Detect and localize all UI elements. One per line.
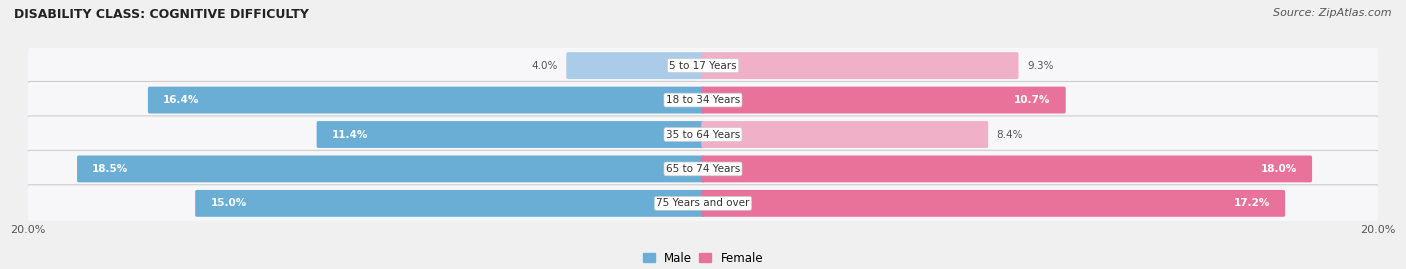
FancyBboxPatch shape (702, 155, 1312, 182)
FancyBboxPatch shape (27, 47, 1379, 84)
Text: 8.4%: 8.4% (997, 129, 1024, 140)
Text: 4.0%: 4.0% (531, 61, 558, 71)
FancyBboxPatch shape (148, 87, 704, 114)
FancyBboxPatch shape (702, 52, 1018, 79)
FancyBboxPatch shape (27, 116, 1379, 153)
Text: 65 to 74 Years: 65 to 74 Years (666, 164, 740, 174)
Legend: Male, Female: Male, Female (638, 247, 768, 269)
FancyBboxPatch shape (567, 52, 704, 79)
FancyBboxPatch shape (316, 121, 704, 148)
Text: 75 Years and over: 75 Years and over (657, 198, 749, 208)
Text: 11.4%: 11.4% (332, 129, 368, 140)
FancyBboxPatch shape (195, 190, 704, 217)
FancyBboxPatch shape (702, 121, 988, 148)
FancyBboxPatch shape (27, 185, 1379, 222)
FancyBboxPatch shape (702, 190, 1285, 217)
FancyBboxPatch shape (27, 82, 1379, 119)
Text: 10.7%: 10.7% (1014, 95, 1050, 105)
Text: 5 to 17 Years: 5 to 17 Years (669, 61, 737, 71)
FancyBboxPatch shape (77, 155, 704, 182)
FancyBboxPatch shape (702, 87, 1066, 114)
Text: 18 to 34 Years: 18 to 34 Years (666, 95, 740, 105)
Text: 9.3%: 9.3% (1026, 61, 1053, 71)
Text: 35 to 64 Years: 35 to 64 Years (666, 129, 740, 140)
Text: DISABILITY CLASS: COGNITIVE DIFFICULTY: DISABILITY CLASS: COGNITIVE DIFFICULTY (14, 8, 309, 21)
FancyBboxPatch shape (27, 150, 1379, 187)
Text: 16.4%: 16.4% (163, 95, 200, 105)
Text: 18.0%: 18.0% (1261, 164, 1296, 174)
Text: Source: ZipAtlas.com: Source: ZipAtlas.com (1274, 8, 1392, 18)
Text: 17.2%: 17.2% (1233, 198, 1270, 208)
Text: 18.5%: 18.5% (93, 164, 128, 174)
Text: 15.0%: 15.0% (211, 198, 246, 208)
